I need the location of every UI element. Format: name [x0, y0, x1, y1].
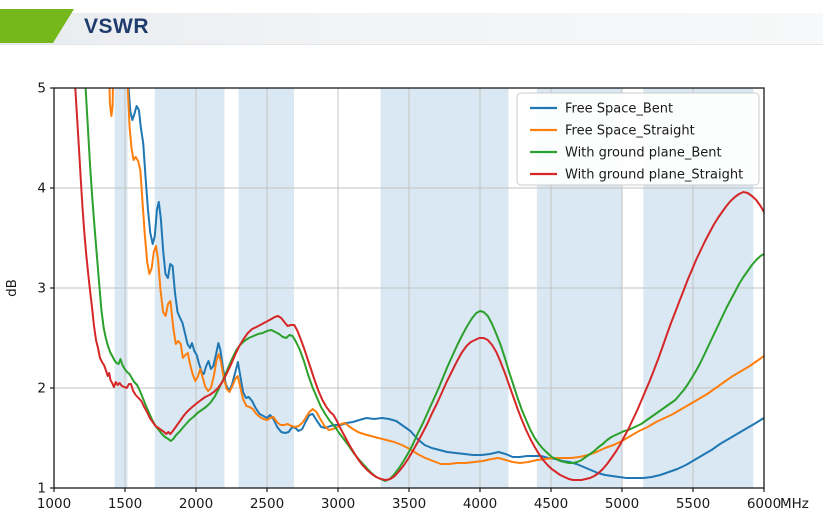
- legend-item-label: With ground plane_Straight: [565, 168, 743, 183]
- x-tick-label: 5000: [605, 496, 639, 512]
- x-tick-label: 5500: [676, 496, 710, 512]
- y-tick-label: 3: [37, 281, 46, 297]
- page-header: VSWR: [0, 0, 823, 56]
- legend-box: [516, 92, 760, 186]
- x-tick-label: 4000: [463, 496, 497, 512]
- chart-canvas: 1000 1500 2000 2500 3000 3500 4000 4500 5000 5500…: [4, 81, 809, 513]
- series-line-free-space-bent: [127, 88, 764, 479]
- y-tick-label: 1: [37, 481, 46, 497]
- x-tick-label: 3000: [321, 496, 355, 512]
- x-tick-label: 1000: [37, 496, 71, 512]
- x-axis-unit-label: MHz: [780, 496, 809, 512]
- x-tick-label: 4500: [534, 496, 568, 512]
- x-tick-label: 1500: [108, 496, 142, 512]
- legend-item-label: Free Space_Straight: [565, 124, 695, 139]
- y-tick-label: 4: [37, 181, 46, 197]
- y-axis-title: dB: [4, 279, 20, 297]
- page-title: VSWR: [84, 15, 149, 38]
- y-tick-label: 5: [37, 81, 46, 97]
- x-tick-label: 6000: [747, 496, 781, 512]
- series-line-with-ground-plane-straight: [74, 88, 764, 481]
- y-tick-label: 2: [37, 381, 46, 397]
- legend-item-label: With ground plane_Bent: [565, 146, 722, 161]
- x-tick-label: 2000: [179, 496, 213, 512]
- series-line-free-space-straight: [108, 88, 764, 465]
- vswr-chart: 1000 1500 2000 2500 3000 3500 4000 4500 5000 5500…: [0, 60, 823, 518]
- x-tick-label: 3500: [392, 496, 426, 512]
- legend-item-label: Free Space_Bent: [565, 102, 673, 117]
- header-bar: [0, 13, 823, 45]
- x-tick-label: 2500: [250, 496, 284, 512]
